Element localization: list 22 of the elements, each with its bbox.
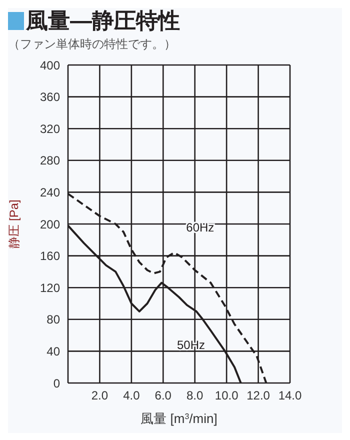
y-tick-label: 320 (40, 122, 60, 136)
chart-subtitle: （ファン単体時の特性です。） (8, 36, 177, 53)
x-tick-label: 4.0 (123, 388, 140, 403)
x-tick-label: 10.0 (214, 388, 239, 403)
y-tick-label: 160 (40, 249, 60, 264)
y-tick-label: 200 (40, 217, 60, 232)
y-axis-title: 静圧 [Pa] (7, 200, 21, 248)
x-tick-label: 6.0 (154, 388, 172, 403)
x-tick-label: 14.0 (278, 388, 302, 403)
y-tick-label: 80 (46, 312, 60, 327)
y-tick-label: 360 (40, 90, 60, 104)
chart-title: 風量—静圧特性 (26, 8, 180, 34)
x-axis-title: 風量 [m$^{3}$/min] (140, 411, 218, 426)
y-tick-label: 40 (46, 344, 60, 358)
y-tick-label: 400 (40, 58, 60, 72)
y-tick-label: 0 (53, 376, 60, 390)
y-tick-label: 120 (40, 280, 60, 295)
y-tick-label: 240 (40, 185, 60, 200)
x-tick-label: 2.0 (91, 388, 108, 403)
x-tick-label: 12.0 (246, 388, 270, 403)
y-tick-label: 280 (40, 154, 60, 168)
x-tick-label: 8.0 (186, 388, 204, 403)
